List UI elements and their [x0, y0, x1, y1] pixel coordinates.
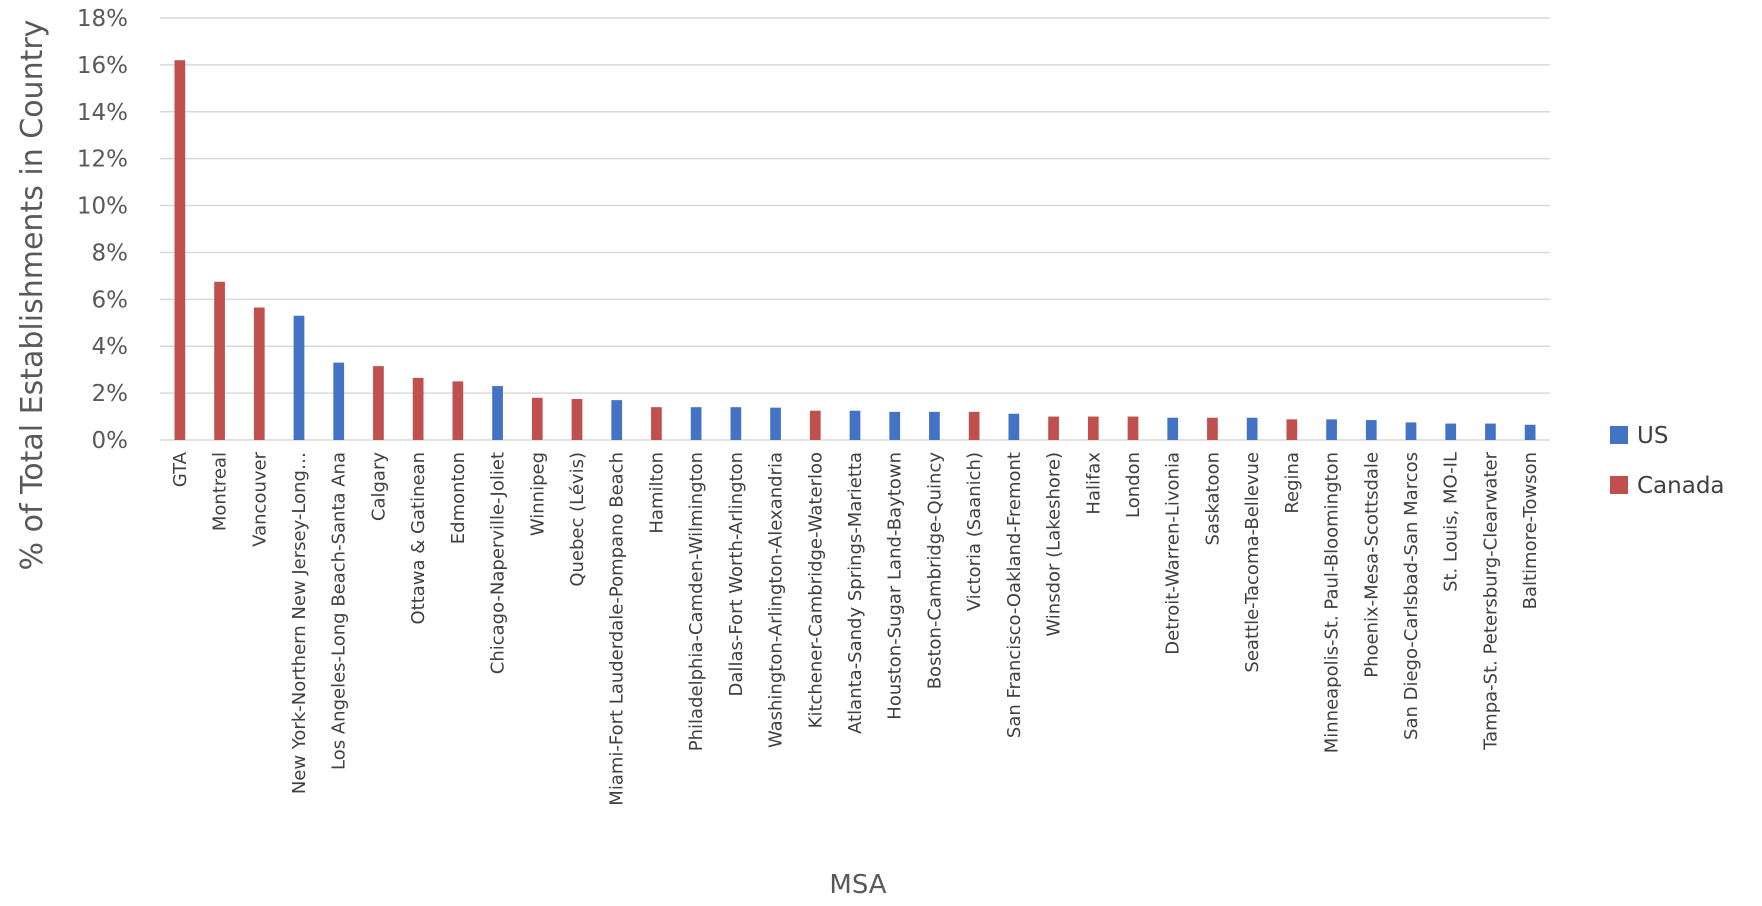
y-tick-label: 16% — [77, 53, 128, 79]
bar-us — [730, 407, 742, 440]
x-tick-label: GTA — [170, 451, 191, 487]
bar-canada — [253, 307, 265, 440]
bar-canada — [1048, 416, 1059, 440]
bar-canada — [1207, 417, 1218, 440]
y-tick-label: 8% — [92, 240, 129, 266]
x-tick-label: Phoenix-Mesa-Scottsdale — [1361, 452, 1382, 678]
x-axis-ticks: GTA Montreal Vancouver New York-Northern Ne… — [170, 451, 1541, 805]
x-tick-label: Tampa-St. Petersburg-Clearwater — [1480, 451, 1501, 750]
x-tick-label: Quebec (Lévis) — [567, 452, 588, 587]
x-axis-title: MSA — [829, 870, 886, 900]
bar-us — [1326, 419, 1337, 440]
bar-us — [1445, 423, 1457, 440]
x-tick-label: Baltimore-Towson — [1520, 452, 1541, 609]
legend-swatch-us — [1610, 426, 1628, 444]
y-tick-label: 6% — [92, 287, 129, 313]
bar-canada — [651, 407, 662, 440]
bar-us — [492, 386, 503, 440]
x-tick-label: Winnipeg — [527, 452, 548, 536]
bar-canada — [1286, 419, 1298, 440]
x-tick-label: Washington-Arlington-Alexandria — [766, 452, 787, 748]
x-tick-label: Winsdor (Lakeshore) — [1044, 452, 1065, 637]
y-tick-label: 2% — [92, 381, 129, 407]
bar-us — [1008, 413, 1020, 440]
bar-us — [770, 407, 781, 440]
x-tick-label: Montreal — [210, 452, 231, 531]
gridlines — [160, 17, 1550, 394]
y-tick-label: 10% — [77, 194, 128, 220]
x-tick-label: Ottawa & Gatinean — [408, 452, 429, 625]
bar-canada — [452, 381, 464, 440]
x-tick-label: Halifax — [1083, 452, 1104, 515]
bar-us — [611, 400, 623, 440]
x-tick-label: Edmonton — [448, 452, 469, 544]
legend: US Canada — [1610, 423, 1725, 499]
x-tick-label: Los Angeles-Long Beach-Santa Ana — [329, 452, 350, 770]
x-tick-label: Houston-Sugar Land-Baytown — [885, 452, 906, 720]
legend-label-us: US — [1637, 423, 1668, 449]
x-tick-label: Chicago-Naperville-Joliet — [488, 452, 509, 674]
legend-swatch-canada — [1610, 476, 1628, 494]
x-tick-label: Seattle-Tacoma-Bellevue — [1242, 452, 1263, 673]
x-tick-label: San Francisco-Oakland-Fremont — [1004, 452, 1025, 738]
bar-us — [889, 411, 901, 440]
x-tick-label: Boston-Cambridge-Quincy — [924, 452, 945, 690]
y-tick-label: 12% — [77, 147, 128, 173]
y-tick-label: 4% — [92, 334, 129, 360]
x-tick-label: Dallas-Fort Worth-Arlington — [726, 452, 747, 696]
x-tick-label: San Diego-Carlsbad-San Marcos — [1401, 452, 1422, 740]
y-tick-label: 18% — [77, 6, 128, 32]
y-tick-label: 14% — [77, 100, 128, 126]
y-tick-label: 0% — [92, 428, 129, 454]
x-tick-label: Philadelphia-Camden-Wilmington — [686, 452, 707, 751]
bar-canada — [214, 281, 225, 440]
bar-us — [293, 315, 305, 440]
bar-us — [1405, 422, 1417, 440]
x-tick-label: St. Louis, MO-IL — [1441, 452, 1462, 592]
bar-canada — [571, 398, 583, 440]
bar-canada — [174, 60, 186, 440]
y-axis-title: % of Total Establishments in Country — [15, 20, 50, 571]
bar-canada — [531, 397, 543, 440]
bar-us — [929, 411, 940, 440]
x-tick-label: Detroit-Warren-Livonia — [1163, 452, 1184, 655]
bar-canada — [809, 410, 821, 440]
x-tick-label: London — [1123, 452, 1144, 518]
bar-us — [333, 362, 345, 440]
legend-label-canada: Canada — [1637, 473, 1725, 499]
bar-us — [849, 410, 861, 440]
x-tick-label: Saskatoon — [1202, 452, 1223, 545]
x-tick-label: Regina — [1282, 452, 1303, 514]
x-tick-label: Minneapolis-St. Paul-Bloomington — [1322, 452, 1343, 753]
bar-us — [1246, 417, 1258, 440]
bar-canada — [373, 366, 384, 440]
x-tick-label: New York-Northern New Jersey-Long… — [289, 452, 310, 794]
x-tick-label: Hamilton — [646, 452, 667, 534]
bar-us — [1365, 420, 1377, 440]
bar-canada — [412, 377, 424, 440]
x-tick-label: Atlanta-Sandy Springs-Marietta — [845, 452, 866, 734]
bar-us — [1167, 417, 1179, 440]
bar-us — [1524, 424, 1536, 440]
x-tick-label: Victoria (Saanich) — [964, 452, 985, 611]
bar-canada — [968, 411, 980, 440]
x-tick-label: Kitchener-Cambridge-Waterloo — [805, 452, 826, 728]
x-tick-label: Vancouver — [249, 451, 270, 546]
bar-us — [1485, 423, 1496, 440]
bar-canada — [1127, 416, 1139, 440]
bar-canada — [1087, 416, 1099, 440]
x-tick-label: Calgary — [368, 452, 389, 521]
x-tick-label: Miami-Fort Lauderdale-Pompano Beach — [607, 452, 628, 806]
bar-us — [690, 407, 702, 440]
y-axis-ticks: 0% 2% 4% 6% 8% 10% 12% 14% 16% 18% — [77, 6, 128, 454]
bars — [174, 60, 1536, 440]
